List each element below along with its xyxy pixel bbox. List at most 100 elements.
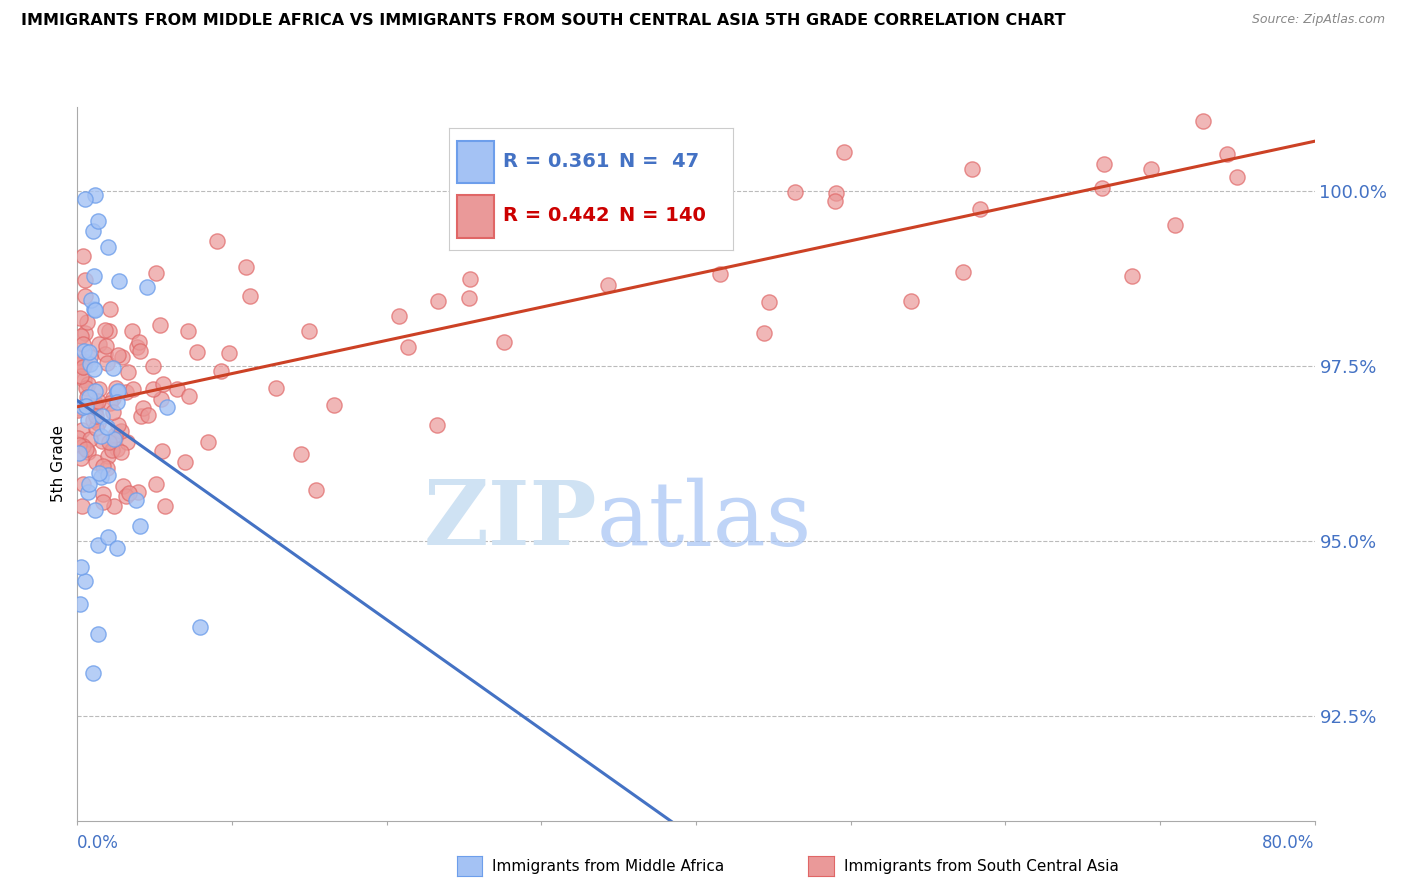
- Point: [1163, 218, 1185, 232]
- Point: [77, 484, 100, 499]
- Point: [107, 442, 129, 457]
- Point: [111, 479, 134, 493]
- Point: [486, 186, 509, 201]
- Point: [83, 268, 105, 283]
- Point: [305, 483, 328, 497]
- Point: [70, 369, 93, 384]
- Point: [70, 451, 93, 466]
- Point: [72, 401, 94, 415]
- Point: [426, 417, 449, 432]
- Point: [1091, 181, 1114, 195]
- Point: [73, 326, 96, 340]
- Point: [107, 274, 129, 288]
- Point: [91, 486, 114, 500]
- Point: [97, 240, 120, 254]
- Point: [72, 439, 94, 453]
- Point: [96, 461, 118, 475]
- Point: [91, 459, 114, 474]
- Point: [75, 399, 97, 413]
- Point: [783, 185, 806, 199]
- Point: [598, 278, 620, 293]
- Text: Immigrants from South Central Asia: Immigrants from South Central Asia: [844, 859, 1119, 873]
- Point: [103, 432, 125, 446]
- Point: [69, 329, 91, 343]
- Point: [77, 377, 100, 392]
- Point: [218, 346, 240, 360]
- Point: [83, 398, 105, 412]
- Point: [1092, 157, 1115, 171]
- Text: R = 0.442: R = 0.442: [502, 206, 609, 226]
- Point: [104, 427, 127, 442]
- Point: [197, 434, 219, 449]
- Point: [94, 339, 117, 353]
- Point: [145, 266, 167, 280]
- Point: [129, 409, 152, 423]
- Point: [101, 392, 124, 406]
- Point: [83, 384, 105, 398]
- Text: N =  47: N = 47: [619, 152, 699, 170]
- Point: [173, 455, 195, 469]
- Point: [239, 288, 262, 302]
- Point: [107, 348, 129, 362]
- Point: [834, 145, 856, 159]
- Text: N = 140: N = 140: [619, 206, 706, 226]
- Point: [94, 347, 117, 361]
- Point: [142, 359, 165, 373]
- Point: [84, 396, 107, 410]
- Point: [110, 424, 132, 438]
- Point: [758, 295, 780, 310]
- Point: [427, 293, 450, 308]
- Point: [290, 446, 312, 460]
- Point: [89, 382, 111, 396]
- Point: [127, 484, 149, 499]
- Point: [458, 272, 481, 286]
- Point: [70, 499, 93, 513]
- Point: [323, 398, 346, 412]
- Point: [89, 337, 111, 351]
- Text: IMMIGRANTS FROM MIDDLE AFRICA VS IMMIGRANTS FROM SOUTH CENTRAL ASIA 5TH GRADE CO: IMMIGRANTS FROM MIDDLE AFRICA VS IMMIGRA…: [21, 13, 1066, 29]
- Point: [72, 337, 94, 351]
- Point: [104, 381, 127, 395]
- Point: [72, 360, 94, 375]
- Point: [105, 541, 128, 556]
- Point: [79, 344, 101, 359]
- Point: [125, 493, 148, 508]
- Point: [150, 443, 173, 458]
- Point: [1140, 162, 1163, 177]
- Text: 80.0%: 80.0%: [1263, 834, 1315, 852]
- Point: [67, 350, 90, 364]
- Point: [79, 357, 101, 371]
- Point: [72, 477, 94, 491]
- Point: [388, 310, 411, 324]
- Text: 0.0%: 0.0%: [77, 834, 120, 852]
- Point: [188, 620, 211, 634]
- Point: [87, 214, 110, 228]
- Point: [209, 364, 232, 378]
- Point: [84, 303, 107, 318]
- Point: [83, 362, 105, 376]
- Point: [82, 224, 104, 238]
- FancyBboxPatch shape: [457, 141, 494, 183]
- Point: [90, 434, 112, 449]
- Point: [1121, 268, 1143, 283]
- Point: [76, 315, 98, 329]
- Point: [72, 360, 94, 375]
- Point: [84, 409, 107, 423]
- Point: [69, 597, 91, 611]
- Y-axis label: 5th Grade: 5th Grade: [51, 425, 66, 502]
- Point: [86, 417, 108, 431]
- Text: atlas: atlas: [598, 477, 813, 565]
- Point: [125, 340, 148, 354]
- Point: [153, 499, 176, 513]
- Point: [152, 377, 174, 392]
- Point: [205, 234, 228, 248]
- Point: [97, 530, 120, 544]
- Point: [67, 401, 90, 415]
- Point: [73, 354, 96, 368]
- Point: [396, 340, 419, 354]
- Point: [72, 343, 94, 358]
- Point: [96, 356, 118, 370]
- Point: [107, 417, 129, 432]
- Point: [492, 334, 515, 349]
- Point: [149, 318, 172, 332]
